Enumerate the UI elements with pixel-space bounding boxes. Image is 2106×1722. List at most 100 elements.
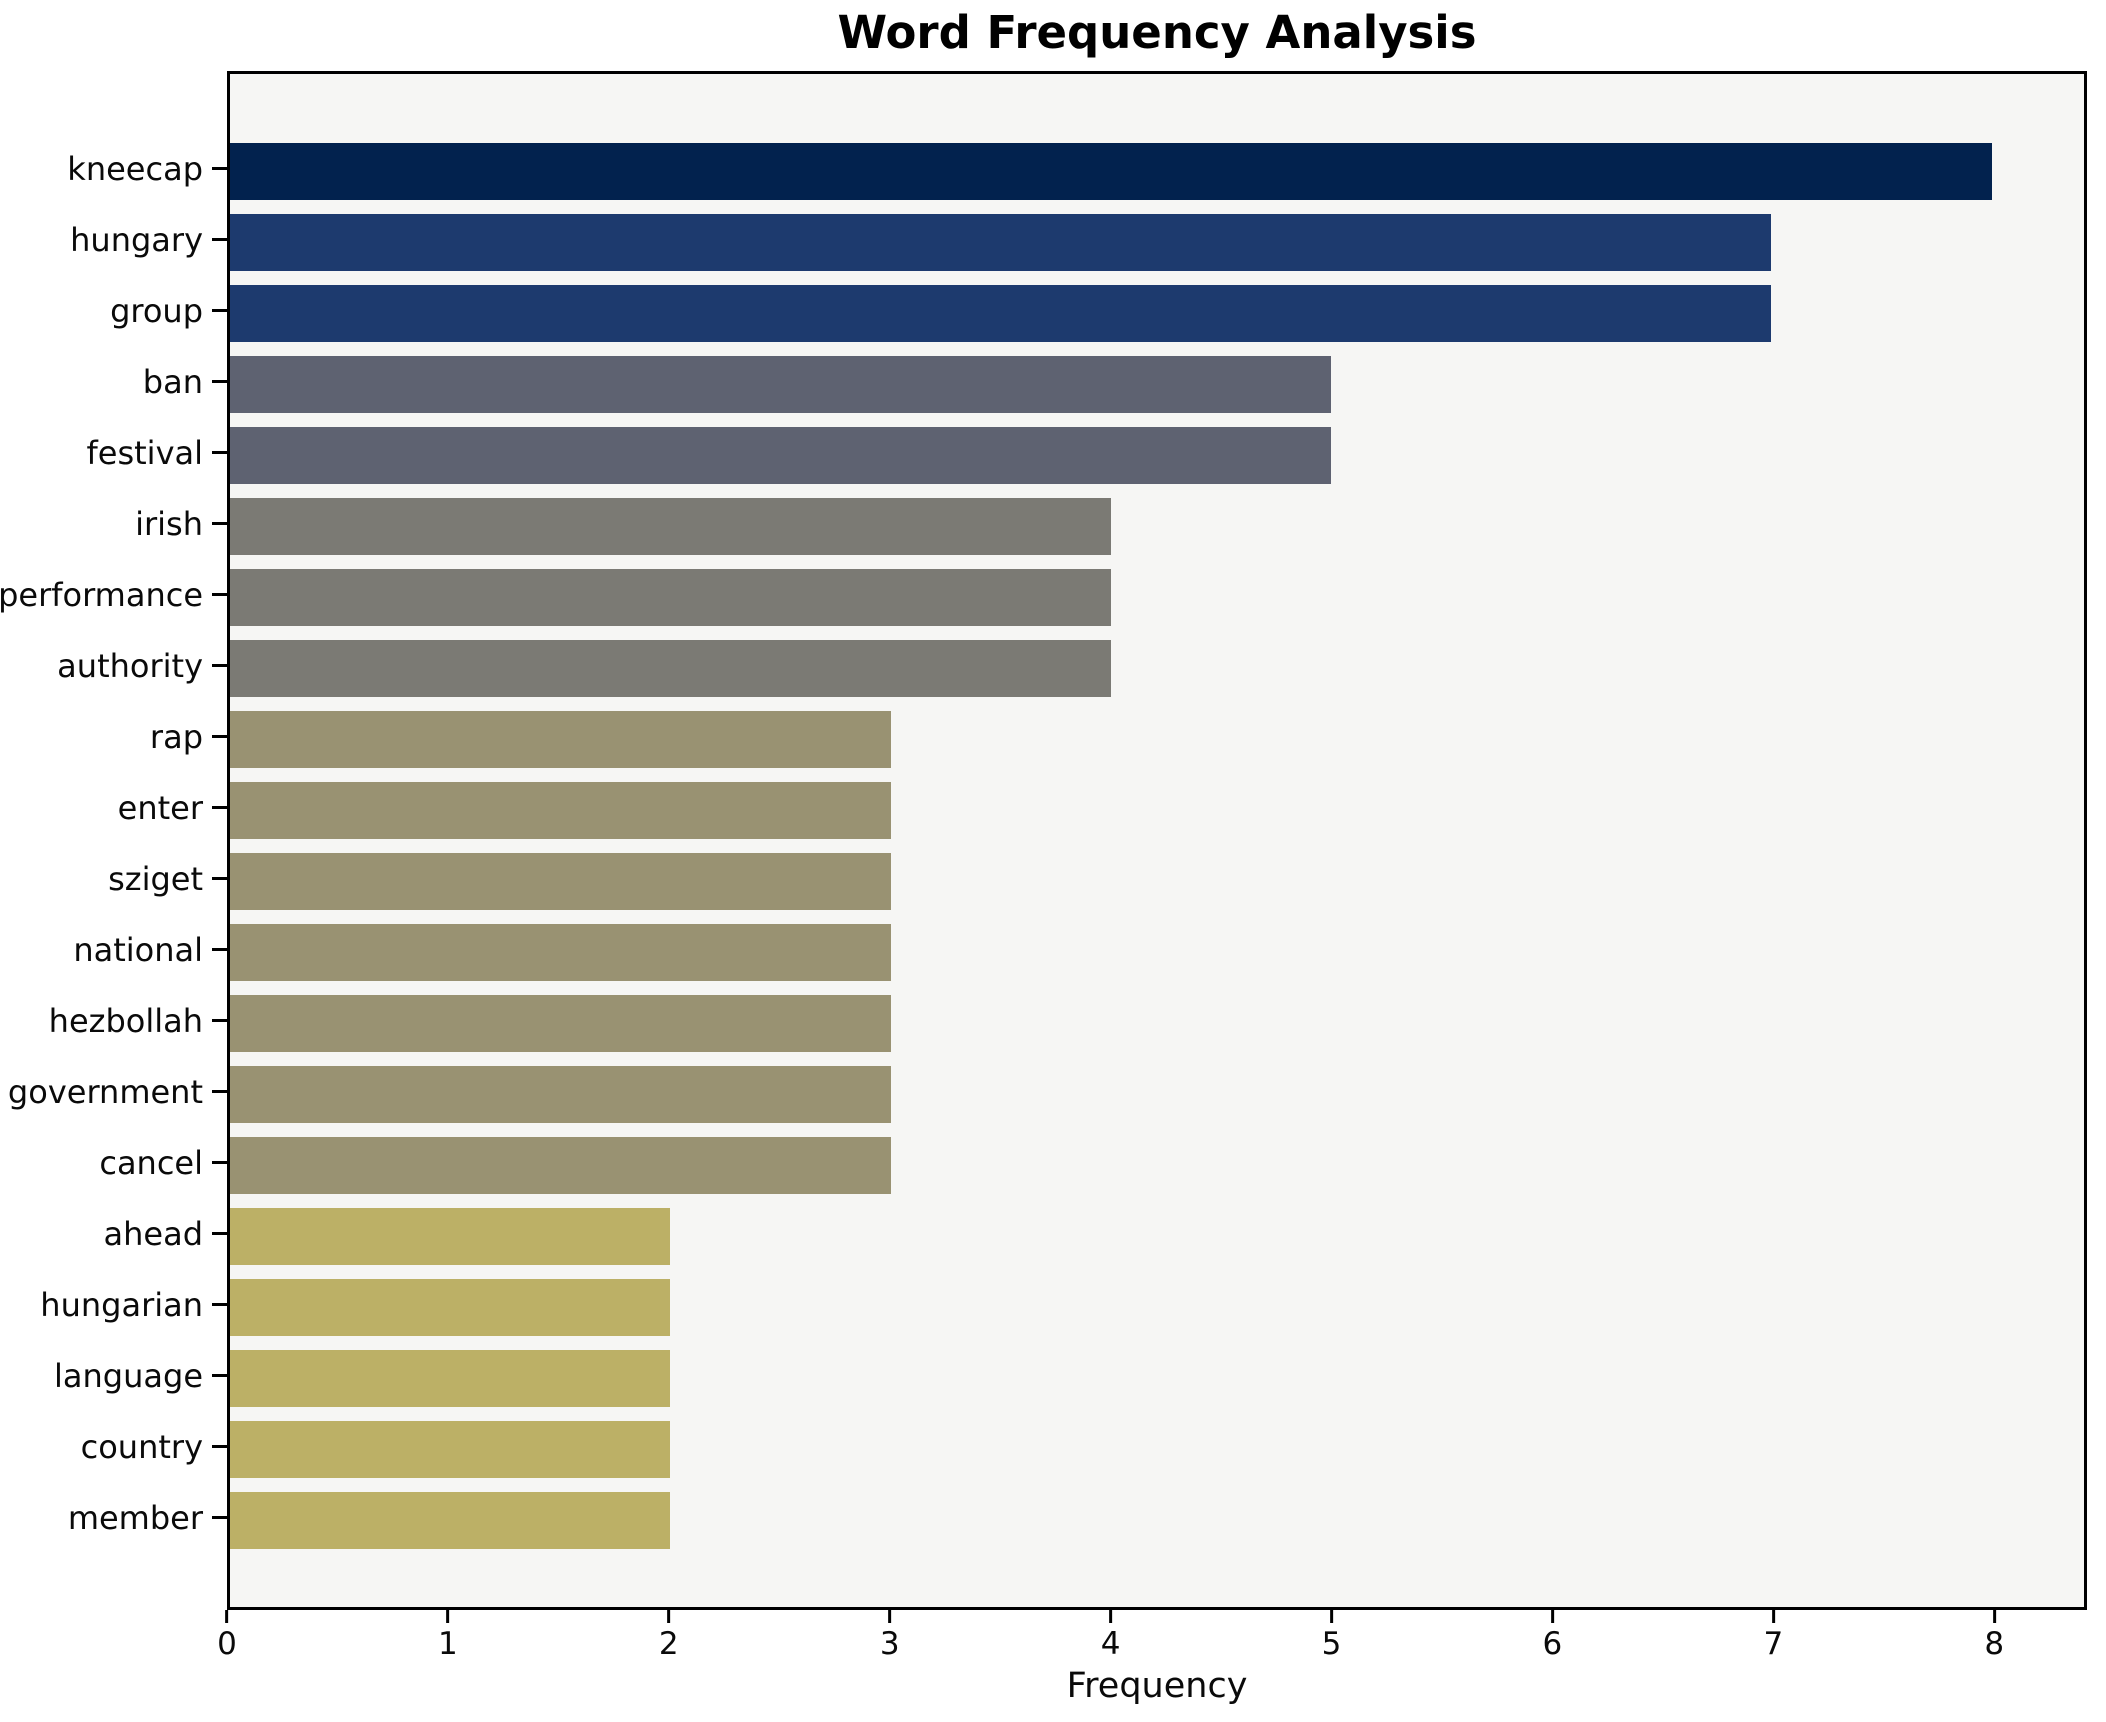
- bar-irish: [230, 498, 1111, 555]
- x-tick-mark: [1992, 1610, 1996, 1623]
- y-tick-row-festival: festival: [0, 424, 227, 481]
- y-tick-mark: [212, 1516, 227, 1519]
- x-tick-label: 3: [879, 1626, 900, 1662]
- y-tick-row-ahead: ahead: [0, 1205, 227, 1262]
- y-tick-row-member: member: [0, 1489, 227, 1546]
- y-tick-row-government: government: [0, 1063, 227, 1120]
- y-tick-label: hungarian: [40, 1285, 203, 1324]
- x-tick-label: 6: [1542, 1626, 1563, 1662]
- y-tick-label: authority: [57, 646, 203, 685]
- bar-performance: [230, 569, 1111, 626]
- y-tick-label: sziget: [108, 859, 203, 898]
- x-tick-mark: [667, 1610, 671, 1623]
- x-tick-3: 3: [880, 1610, 900, 1660]
- bar-ahead: [230, 1208, 671, 1265]
- bar-group: [230, 285, 1772, 342]
- y-tick-row-enter: enter: [0, 779, 227, 836]
- y-tick-row-hezbollah: hezbollah: [0, 992, 227, 1049]
- y-tick-mark: [212, 522, 227, 525]
- y-axis-labels: kneecap hungary group ban festival irish perfo…: [0, 71, 227, 1610]
- bar-cancel: [230, 1137, 891, 1194]
- y-tick-label: language: [54, 1356, 203, 1395]
- y-tick-mark: [212, 1445, 227, 1448]
- y-tick-mark: [212, 1090, 227, 1093]
- y-tick-row-language: language: [0, 1347, 227, 1404]
- y-tick-row-national: national: [0, 921, 227, 978]
- x-tick-mark: [446, 1610, 450, 1623]
- y-tick-label: festival: [86, 433, 204, 472]
- y-tick-row-rap: rap: [0, 708, 227, 765]
- y-tick-mark: [212, 806, 227, 809]
- bar-hungarian: [230, 1279, 671, 1336]
- y-tick-label: hungary: [70, 220, 203, 259]
- x-tick-6: 6: [1542, 1610, 1563, 1662]
- y-tick-mark: [212, 167, 227, 170]
- x-tick-label: 0: [217, 1626, 237, 1662]
- bar-festival: [230, 427, 1331, 484]
- x-tick-7: 7: [1763, 1610, 1783, 1660]
- x-tick-mark: [225, 1610, 229, 1623]
- x-tick-mark: [1550, 1610, 1554, 1623]
- y-tick-mark: [212, 1374, 227, 1377]
- bar-authority: [230, 640, 1111, 697]
- y-tick-label: enter: [117, 788, 203, 827]
- y-tick-label: cancel: [99, 1143, 203, 1182]
- bar-hezbollah: [230, 995, 891, 1052]
- y-tick-row-country: country: [0, 1418, 227, 1475]
- bars-container: [230, 74, 2084, 1607]
- y-tick-label: government: [7, 1072, 203, 1111]
- y-tick-row-kneecap: kneecap: [0, 140, 227, 197]
- x-tick-label: 4: [1100, 1626, 1121, 1662]
- y-tick-label: kneecap: [67, 149, 203, 188]
- y-tick-mark: [212, 309, 227, 312]
- bar-ban: [230, 356, 1331, 413]
- y-tick-row-group: group: [0, 282, 227, 339]
- x-tick-label: 5: [1321, 1626, 1342, 1662]
- bar-member: [230, 1492, 671, 1549]
- y-tick-label: group: [110, 291, 203, 330]
- x-tick-mark: [1329, 1610, 1333, 1623]
- y-tick-label: national: [73, 930, 203, 969]
- bar-government: [230, 1066, 891, 1123]
- x-axis-ticks: 0 1 2 3 4 5 6 7 8: [217, 1610, 2087, 1670]
- x-tick-8: 8: [1984, 1610, 2004, 1660]
- y-tick-mark: [212, 1161, 227, 1164]
- y-tick-label: ahead: [103, 1214, 204, 1253]
- x-tick-1: 1: [438, 1610, 458, 1660]
- y-tick-label: irish: [135, 504, 203, 543]
- plot-area: [227, 71, 2087, 1610]
- bar-rap: [230, 711, 891, 768]
- x-tick-mark: [888, 1610, 892, 1623]
- x-tick-mark: [1771, 1610, 1775, 1623]
- y-tick-mark: [212, 1303, 227, 1306]
- y-tick-mark: [212, 451, 227, 454]
- x-tick-mark: [1109, 1610, 1113, 1623]
- y-tick-mark: [212, 877, 227, 880]
- y-tick-label: rap: [149, 717, 203, 756]
- y-tick-row-irish: irish: [0, 495, 227, 552]
- y-tick-mark: [212, 664, 227, 667]
- y-tick-label: performance: [0, 575, 203, 614]
- y-tick-label: country: [80, 1427, 203, 1466]
- y-tick-label: ban: [142, 362, 203, 401]
- bar-enter: [230, 782, 891, 839]
- bar-hungary: [230, 214, 1772, 271]
- bar-kneecap: [230, 143, 1992, 200]
- y-tick-row-hungarian: hungarian: [0, 1276, 227, 1333]
- x-tick-label: 1: [438, 1626, 458, 1662]
- y-tick-mark: [212, 1019, 227, 1022]
- y-tick-mark: [212, 380, 227, 383]
- bar-sziget: [230, 853, 891, 910]
- y-tick-row-performance: performance: [0, 566, 227, 623]
- x-tick-0: 0: [217, 1610, 237, 1660]
- x-tick-5: 5: [1321, 1610, 1342, 1662]
- y-tick-mark: [212, 593, 227, 596]
- y-tick-mark: [212, 735, 227, 738]
- x-tick-label: 8: [1984, 1626, 2005, 1662]
- bar-language: [230, 1350, 671, 1407]
- y-tick-row-sziget: sziget: [0, 850, 227, 907]
- bar-country: [230, 1421, 671, 1478]
- bar-national: [230, 924, 891, 981]
- y-tick-row-authority: authority: [0, 637, 227, 694]
